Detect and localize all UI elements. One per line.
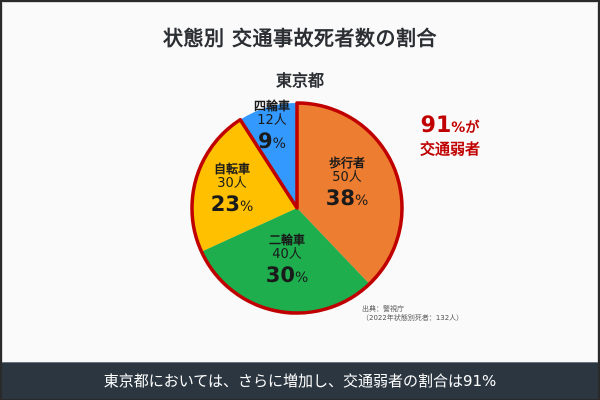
chart-title: 状態別 交通事故死者数の割合 [163,26,437,50]
chart-subtitle: 東京都 [275,71,324,90]
pie-slice [192,119,297,252]
pie-slice [297,103,402,284]
label-motorcycle: 二輪車 40人 30% [265,233,309,287]
vulnerable-callout: 91%が 交通弱者 [419,113,480,158]
caption-bar: 東京都においては、さらに増加し、交通弱者の割合は91% [2,362,598,399]
label-bicycle: 自転車 30人 23% [210,162,254,216]
label-car: 四輪車 12人 9% [253,99,290,153]
label-pedestrian: 歩行者 50人 38% [325,156,369,210]
pie-slice [201,208,370,313]
source-note: 出典：警視庁 （2022年状態別死者：132人） [362,305,464,323]
pie-slice [240,103,297,208]
highlight-border [190,101,404,315]
